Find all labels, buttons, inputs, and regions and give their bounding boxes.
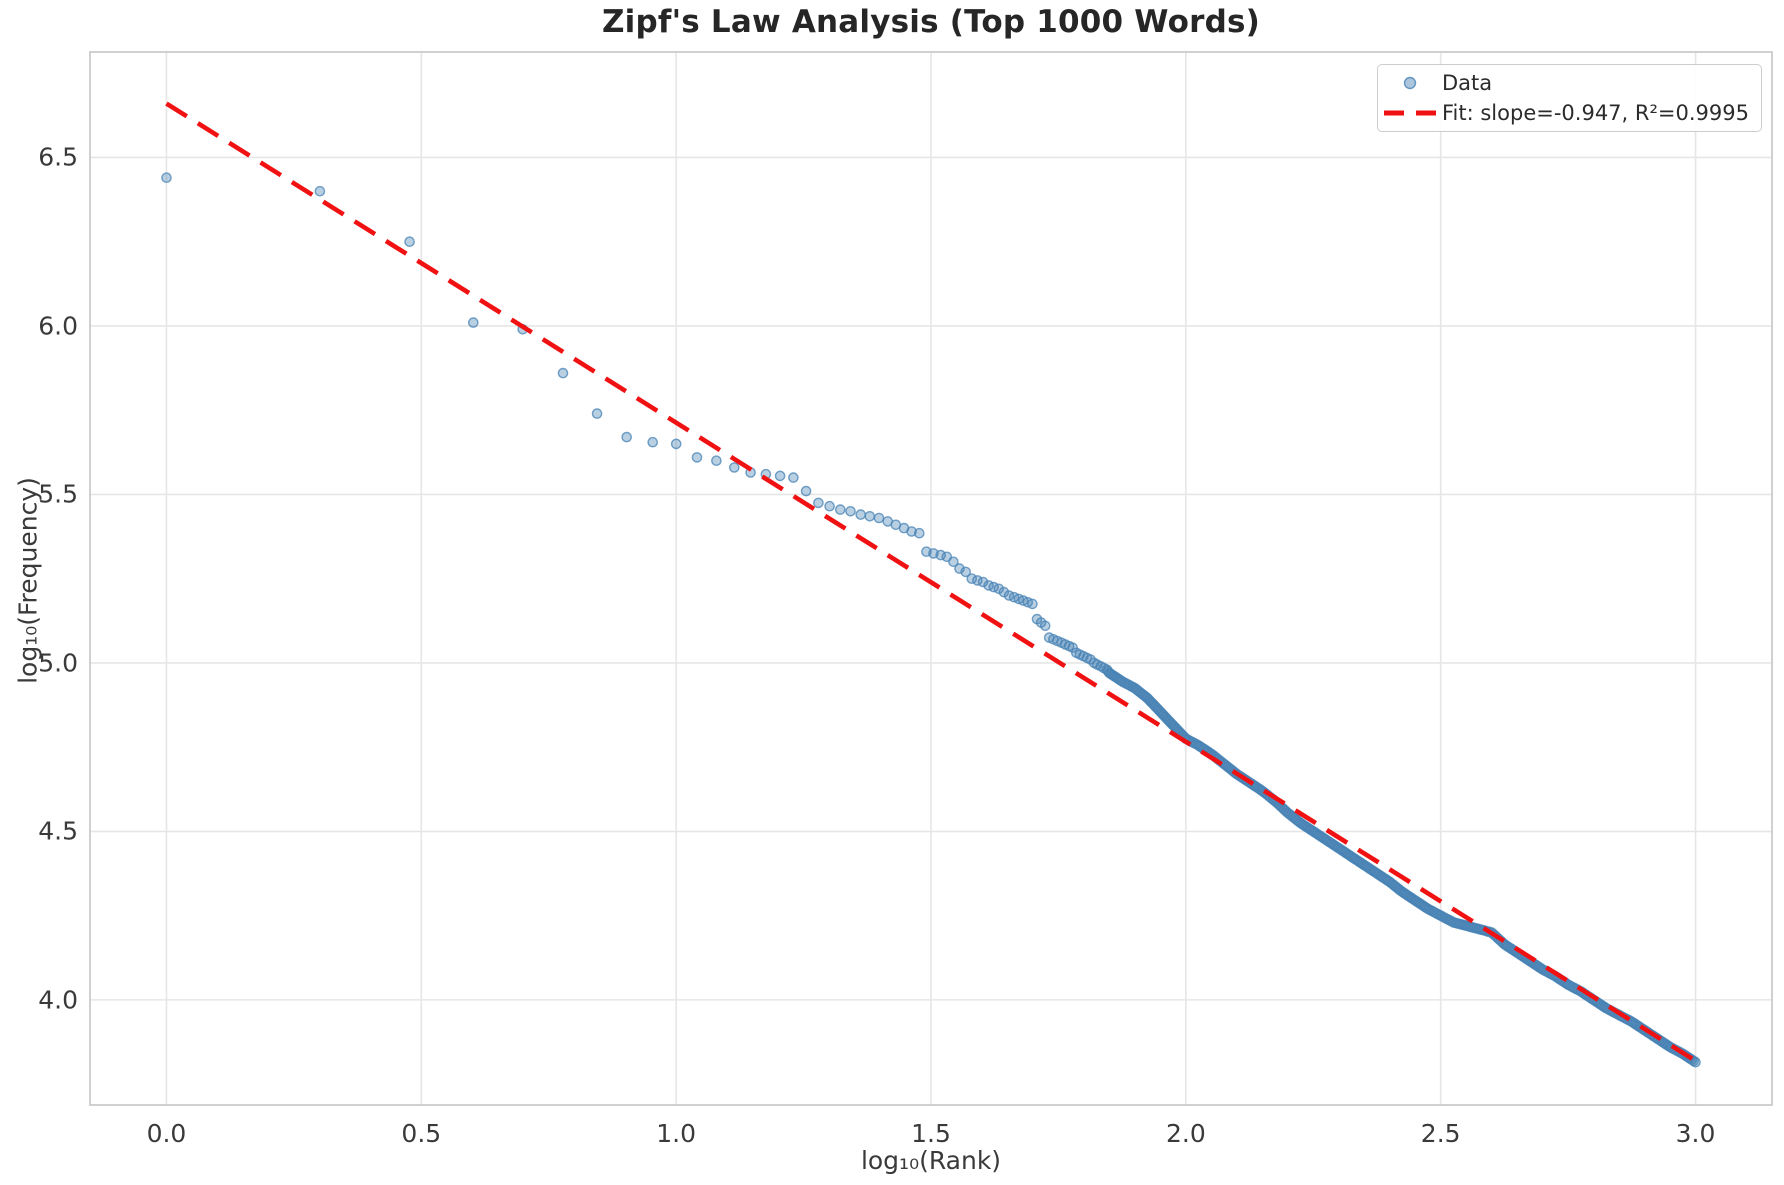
data-point xyxy=(906,526,917,537)
data-point xyxy=(873,512,885,524)
x-axis-tick-label: 0.0 xyxy=(146,1119,187,1148)
data-point xyxy=(670,438,682,450)
data-point xyxy=(977,576,989,588)
data-point xyxy=(647,436,659,448)
data-point xyxy=(960,566,972,578)
data-point xyxy=(864,510,876,522)
chart-title: Zipf's Law Analysis (Top 1000 Words) xyxy=(602,4,1260,40)
data-point xyxy=(935,549,947,561)
data-point xyxy=(591,408,603,419)
legend-item-data: Data xyxy=(1378,69,1761,97)
x-axis-tick-label: 1.0 xyxy=(656,1119,697,1148)
data-point xyxy=(557,367,569,379)
data-point xyxy=(813,497,824,509)
data-point xyxy=(914,527,925,539)
data-point xyxy=(835,504,846,515)
x-axis-tick-label: 0.5 xyxy=(401,1119,442,1148)
data-point xyxy=(948,556,959,568)
x-axis-tick-label: 2.5 xyxy=(1420,1119,1461,1148)
y-axis-tick-label: 6.5 xyxy=(38,142,78,172)
y-axis-tick-label: 4.0 xyxy=(38,985,78,1015)
data-point xyxy=(691,452,703,463)
y-axis-tick-label: 4.5 xyxy=(38,816,78,846)
x-axis-tick-label: 3.0 xyxy=(1675,1119,1716,1148)
data-point xyxy=(404,236,415,247)
x-axis-tick-label: 2.0 xyxy=(1165,1119,1206,1148)
data-point xyxy=(161,172,172,183)
data-point xyxy=(788,472,799,483)
y-axis-title: log₁₀(Frequency) xyxy=(13,477,43,684)
data-point xyxy=(711,455,722,467)
data-point xyxy=(845,505,856,517)
legend: Data Fit: slope=-0.947, R²=0.9995 xyxy=(1377,64,1762,132)
data-point xyxy=(621,431,633,443)
data-point xyxy=(1027,598,1038,610)
data-point xyxy=(800,485,812,497)
y-axis-tick-label: 6.0 xyxy=(38,311,78,341)
data-point xyxy=(774,470,786,482)
y-axis-tick-label: 5.0 xyxy=(38,648,78,678)
data-point xyxy=(855,509,867,520)
axes-spines xyxy=(89,51,1773,1106)
legend-label-fit: Fit: slope=-0.947, R²=0.9995 xyxy=(1442,101,1749,125)
data-point xyxy=(1039,620,1051,632)
x-axis-tick-label: 1.5 xyxy=(911,1119,951,1148)
legend-label-data: Data xyxy=(1442,71,1493,95)
y-axis-tick-label: 5.5 xyxy=(38,479,78,509)
data-point xyxy=(729,462,740,473)
data-point xyxy=(824,500,835,512)
x-axis-title: log₁₀(Rank) xyxy=(860,1146,1002,1175)
data-point xyxy=(314,185,326,197)
legend-scatter-dot-icon xyxy=(1378,73,1442,93)
legend-item-fit: Fit: slope=-0.947, R²=0.9995 xyxy=(1378,99,1761,127)
data-point xyxy=(467,317,479,328)
scatter-series xyxy=(161,172,1701,1068)
legend-dashed-line-icon xyxy=(1378,109,1442,117)
fit-line xyxy=(165,101,1697,1063)
